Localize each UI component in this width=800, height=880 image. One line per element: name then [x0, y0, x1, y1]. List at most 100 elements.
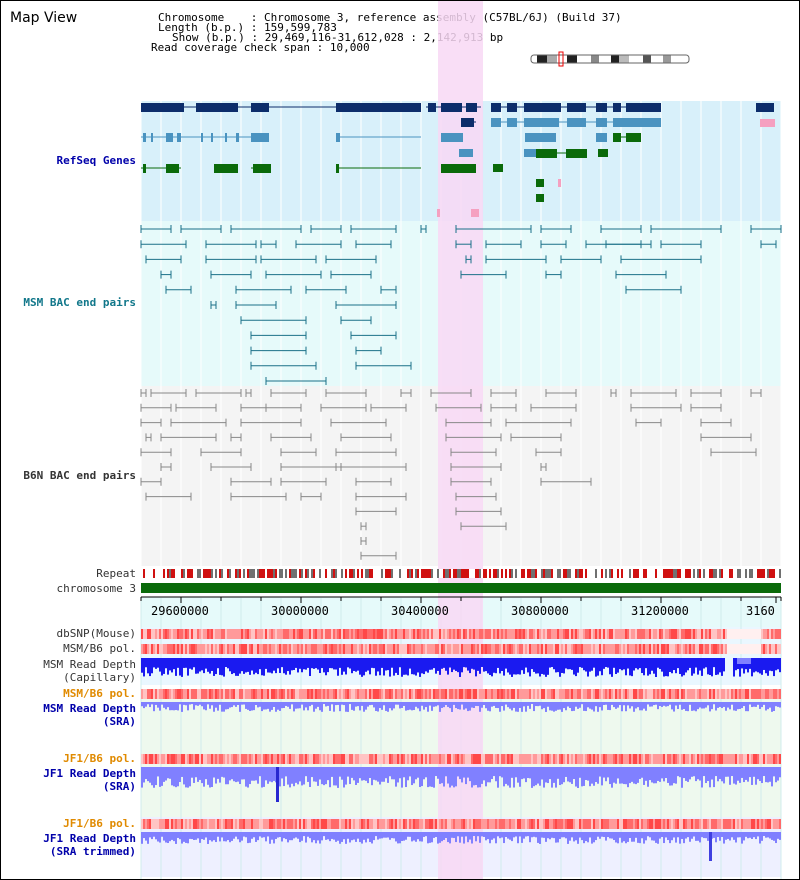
repeat-mark — [679, 569, 681, 578]
jf1-pol2-strip — [285, 819, 287, 829]
ideogram-band — [651, 55, 663, 63]
msm-depth-bar — [665, 658, 667, 677]
msm-pol2-strip — [469, 689, 471, 699]
repeat-mark — [227, 569, 229, 578]
jf1-trim-depth-bar — [767, 832, 769, 838]
jf1-pol2-strip — [749, 819, 751, 829]
msm-pol-strip — [455, 644, 457, 654]
jf1-depth-bar — [563, 767, 565, 783]
jf1-pol-strip — [595, 754, 597, 764]
jf1-pol-strip — [723, 754, 725, 764]
jf1-pol2-strip — [277, 819, 279, 829]
jf1-trim-depth-bar — [541, 832, 543, 838]
dbsnp-strip — [267, 629, 269, 639]
msm-pol2-strip — [495, 689, 497, 699]
repeat-mark — [751, 569, 753, 578]
msm-pol2-strip — [429, 689, 431, 699]
repeat-mark — [515, 569, 517, 578]
msm-sra-depth-bar — [375, 702, 377, 711]
jf1-depth-bar — [527, 767, 529, 779]
jf1-pol2-strip — [661, 819, 663, 829]
msm-depth-bar — [417, 658, 419, 673]
msm-depth-bar — [401, 658, 403, 677]
dbsnp-strip — [709, 629, 711, 639]
msm-depth-bar — [635, 658, 637, 669]
msm-pol-strip — [551, 644, 553, 654]
dbsnp-strip — [581, 629, 583, 639]
gene-exon — [596, 103, 607, 112]
msm-depth-bar — [247, 658, 249, 672]
msm-pol2-strip — [193, 689, 195, 699]
msm-sra-depth-bar — [581, 702, 583, 705]
msm-pol-strip — [587, 644, 589, 654]
msm-depth-bar — [511, 658, 513, 677]
jf1-depth-bar — [447, 767, 449, 784]
jf1-trim-depth-bar — [215, 832, 217, 843]
gene-exon — [536, 179, 544, 187]
jf1-pol-strip — [711, 754, 713, 764]
ideogram-band — [557, 55, 567, 63]
jf1-pol-strip — [567, 754, 569, 764]
msm-pol-strip — [479, 644, 481, 654]
msm-pol-strip — [147, 644, 149, 654]
repeat-mark — [269, 569, 271, 578]
repeat-mark — [273, 569, 275, 578]
jf1-trim-depth-bar — [379, 832, 381, 839]
msm-pol2-strip — [627, 689, 629, 699]
msm-pol-strip — [343, 644, 345, 654]
msm-pol2-strip — [635, 689, 637, 699]
jf1-pol-strip — [263, 754, 265, 764]
jf1-trim-depth-bar — [233, 832, 235, 839]
msm-pol-strip — [713, 644, 715, 654]
msm-depth-bar — [229, 658, 231, 672]
jf1-pol-strip — [427, 754, 429, 764]
repeat-mark — [495, 569, 497, 578]
jf1-pol-strip — [749, 754, 751, 764]
msm-depth-bar — [149, 658, 151, 677]
msm-pol-strip — [375, 644, 377, 654]
jf1-depth-bar — [487, 767, 489, 783]
msm-depth-bar — [487, 658, 489, 674]
msm-pol-strip — [623, 644, 625, 654]
msm-pol-strip — [289, 644, 291, 654]
dbsnp-strip — [525, 629, 527, 639]
jf1-trim-depth-bar — [301, 832, 303, 841]
msm-depth-bar — [289, 658, 291, 675]
jf1-pol-strip — [457, 754, 459, 764]
msm-pol-strip — [573, 644, 575, 654]
msm-sra-depth-bar — [331, 702, 333, 705]
gene-exon — [524, 149, 538, 157]
jf1-trim-depth-bar — [173, 832, 175, 842]
msm-pol2-strip — [319, 689, 321, 699]
jf1-pol2-strip — [241, 819, 243, 829]
msm-depth-bar — [485, 658, 487, 672]
msm-sra-depth-bar — [333, 702, 335, 712]
gene-exon — [613, 103, 621, 112]
msm-pol-strip — [699, 644, 701, 654]
msm-pol-strip — [437, 644, 439, 654]
jf1-depth-bar — [531, 767, 533, 788]
jf1-trim-depth-bar — [463, 832, 465, 844]
msm-sra-depth-bar — [141, 702, 143, 707]
msm-sra-depth-bar — [513, 702, 515, 708]
msm-sra-depth-bar — [149, 702, 151, 708]
jf1-depth-bar — [365, 767, 367, 781]
msm-pol-strip — [257, 644, 259, 654]
gene-exon — [166, 133, 173, 142]
jf1-depth-bar — [561, 767, 563, 785]
jf1-pol2-strip — [379, 819, 381, 829]
dbsnp-strip — [643, 629, 645, 639]
msm-sra-depth-bar — [529, 702, 531, 709]
repeat-mark — [431, 569, 433, 578]
jf1-trim-depth-bar — [225, 832, 227, 842]
msm-pol-strip — [461, 644, 463, 654]
msm-pol-strip — [663, 644, 665, 654]
msm-pol2-strip — [697, 689, 699, 699]
msm-pol2-strip — [679, 689, 681, 699]
msm-pol2-strip — [625, 689, 627, 699]
dbsnp-strip — [335, 629, 337, 639]
msm-depth-bar — [553, 658, 555, 670]
jf1-trim-depth-bar — [449, 832, 451, 844]
jf1-trim-depth-bar — [425, 832, 427, 837]
